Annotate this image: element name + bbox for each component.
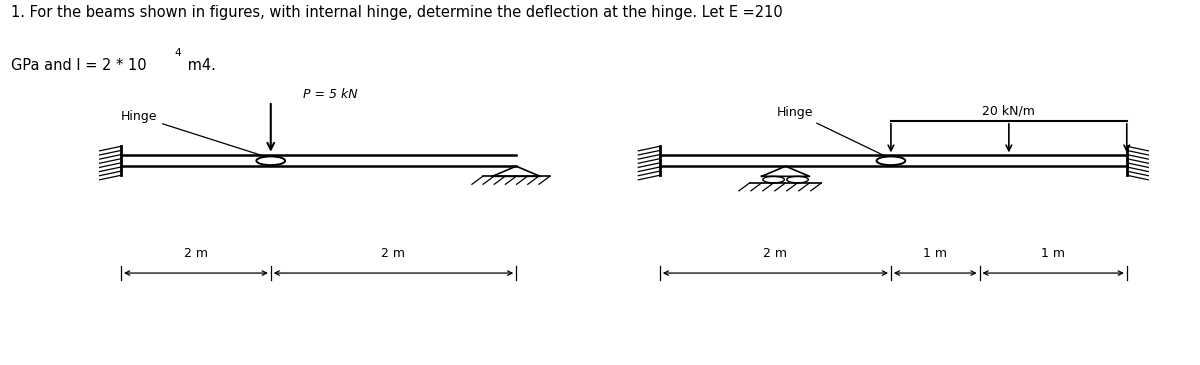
- Text: 1 m: 1 m: [923, 247, 947, 260]
- Text: P = 5 kN: P = 5 kN: [304, 88, 358, 101]
- Text: 1 m: 1 m: [1042, 247, 1066, 260]
- Text: GPa and I = 2 * 10: GPa and I = 2 * 10: [11, 58, 146, 73]
- Text: 2 m: 2 m: [382, 247, 406, 260]
- Text: m4.: m4.: [184, 58, 216, 73]
- Text: 4: 4: [174, 49, 181, 58]
- Text: Hinge: Hinge: [120, 110, 264, 156]
- Text: 2 m: 2 m: [763, 247, 787, 260]
- Text: 20 kN/m: 20 kN/m: [983, 104, 1036, 117]
- Text: 1. For the beams shown in figures, with internal hinge, determine the deflection: 1. For the beams shown in figures, with …: [11, 5, 782, 20]
- Text: 2 m: 2 m: [184, 247, 208, 260]
- Circle shape: [257, 157, 286, 165]
- Circle shape: [876, 157, 905, 165]
- Text: Hinge: Hinge: [776, 106, 884, 156]
